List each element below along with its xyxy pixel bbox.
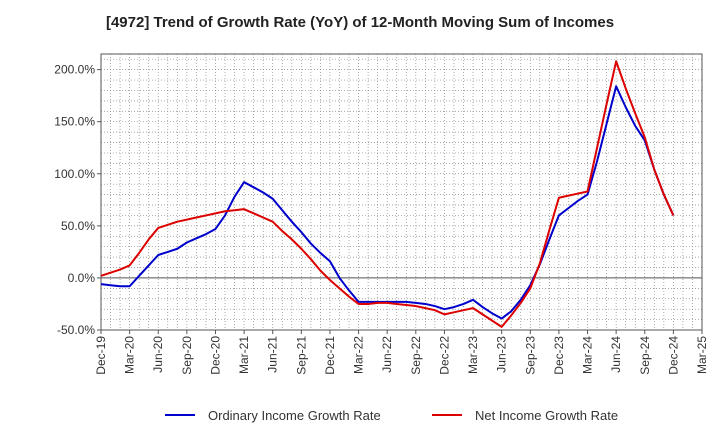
x-tick-label: Dec-20 xyxy=(208,336,222,375)
x-tick-labels: Dec-19 Mar-20 Jun-20 Sep-20 Dec-20 Mar-21 Jun-… xyxy=(94,336,709,375)
x-tick-label: Jun-22 xyxy=(380,336,394,373)
x-tick-label: Jun-21 xyxy=(266,336,280,373)
x-tick-label: Dec-22 xyxy=(437,336,451,375)
x-tick-label: Jun-23 xyxy=(495,336,509,373)
x-tick-label: Mar-24 xyxy=(581,336,595,374)
x-tick-label: Sep-23 xyxy=(523,336,537,375)
x-tick-label: Dec-23 xyxy=(552,336,566,375)
y-tick-labels: -50.0% 0.0% 50.0% 100.0% 150.0% 200.0% xyxy=(54,63,95,337)
y-tick-label: -50.0% xyxy=(57,323,95,337)
plot-frame xyxy=(100,53,703,331)
legend: Ordinary Income Growth Rate Net Income Gr… xyxy=(165,408,618,423)
axis-layer xyxy=(97,53,703,334)
legend-label-1: Ordinary Income Growth Rate xyxy=(208,408,381,423)
x-tick-label: Mar-25 xyxy=(695,336,709,374)
y-tick-label: 100.0% xyxy=(54,167,95,181)
y-tick-label: 0.0% xyxy=(68,271,96,285)
series-line-2 xyxy=(100,60,675,328)
x-tick-label: Sep-20 xyxy=(180,336,194,375)
series-layer xyxy=(100,60,675,328)
legend-label-2: Net Income Growth Rate xyxy=(475,408,618,423)
chart-title: [4972] Trend of Growth Rate (YoY) of 12-… xyxy=(105,14,615,31)
y-tick-label: 200.0% xyxy=(54,63,95,77)
y-tick-label: 50.0% xyxy=(61,219,95,233)
grid-layer xyxy=(100,54,703,331)
x-tick-label: Mar-23 xyxy=(466,336,480,374)
series-line-1 xyxy=(100,85,675,320)
x-tick-label: Mar-21 xyxy=(237,336,251,374)
x-tick-label: Jun-24 xyxy=(609,336,623,373)
x-tick-label: Sep-24 xyxy=(638,336,652,375)
x-tick-label: Sep-21 xyxy=(294,336,308,375)
x-tick-label: Jun-20 xyxy=(151,336,165,373)
x-tick-label: Mar-20 xyxy=(123,336,137,374)
x-tick-label: Dec-19 xyxy=(94,336,108,375)
x-tick-label: Dec-24 xyxy=(666,336,680,375)
x-tick-label: Mar-22 xyxy=(352,336,366,374)
y-tick-label: 150.0% xyxy=(54,115,95,129)
x-tick-label: Sep-22 xyxy=(409,336,423,375)
x-tick-label: Dec-21 xyxy=(323,336,337,375)
